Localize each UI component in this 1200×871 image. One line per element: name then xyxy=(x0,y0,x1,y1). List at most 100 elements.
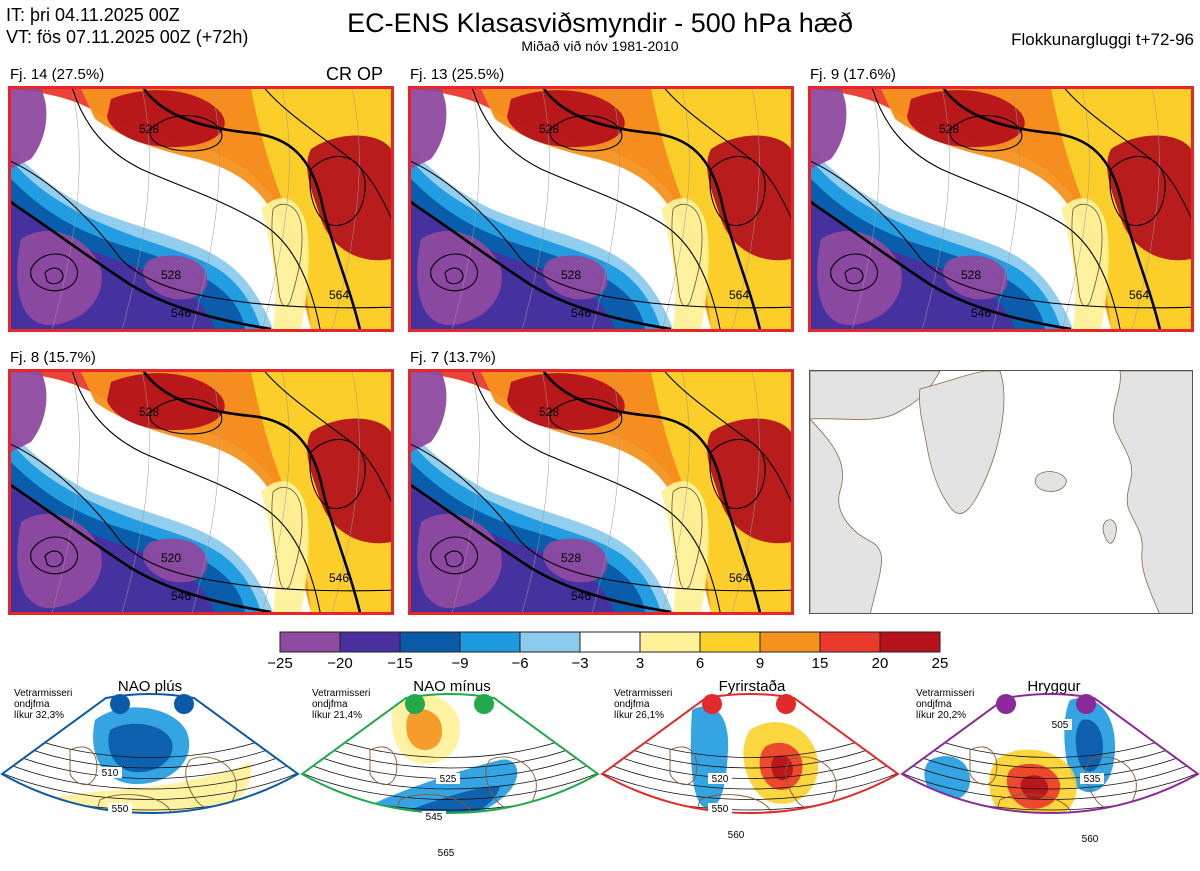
colorbar-tick: 3 xyxy=(635,655,645,672)
cluster-3-label: Fj. 9 (17.6%) xyxy=(810,66,896,83)
cluster-map-3: 528 528 546 564 xyxy=(808,86,1194,332)
graticule-line xyxy=(192,372,220,612)
height-contour xyxy=(811,160,1191,309)
anomaly-area xyxy=(143,255,208,300)
regime-anomaly xyxy=(1075,719,1103,772)
regime-3-name: Fyrirstaða xyxy=(718,678,786,695)
regime-note-line: Vetrarmisseri xyxy=(614,688,673,699)
graticule-line xyxy=(192,89,220,329)
height-contour xyxy=(472,372,721,612)
regime-contour xyxy=(602,767,898,800)
height-contour xyxy=(430,536,478,575)
regime-note-line: Vetrarmisseri xyxy=(312,688,371,699)
colorbar-tick: 15 xyxy=(811,655,829,672)
height-contour xyxy=(30,253,78,292)
regime-anomaly xyxy=(1020,775,1048,800)
anomaly-area xyxy=(143,538,208,583)
graticule-line xyxy=(592,89,620,329)
graticule-line xyxy=(332,89,360,329)
regime-note-line: líkur 26,1% xyxy=(614,710,665,721)
colorbar-tick: 25 xyxy=(931,655,949,672)
colorbar-cell xyxy=(399,631,461,653)
regime-contour xyxy=(600,828,900,852)
contour-label: 528 xyxy=(539,405,559,419)
coastline xyxy=(271,486,303,590)
regime-1-name: NAO plús xyxy=(117,678,183,695)
colorbar-cell xyxy=(339,631,401,653)
height-contour xyxy=(542,89,762,329)
height-contour xyxy=(11,483,272,612)
regime-contour xyxy=(0,816,300,842)
regime-note-line: ondjfma xyxy=(312,699,348,710)
regime-anomaly xyxy=(408,786,500,814)
cluster-map-5: 528 528 546 564 xyxy=(408,369,794,615)
init-time: IT: þri 04.11.2025 00Z xyxy=(6,5,180,25)
height-contour xyxy=(72,89,321,329)
regime-contour xyxy=(302,755,598,790)
colorbar-cell xyxy=(759,631,821,653)
contour-label-bg xyxy=(108,803,132,814)
regime-marker-dot xyxy=(110,694,130,714)
colorbar-cell xyxy=(639,631,701,653)
graticule-line xyxy=(522,372,550,612)
page-subtitle: Miðað við nóv 1981-2010 xyxy=(521,38,679,54)
height-contour xyxy=(549,398,623,435)
regime-contour-label: 535 xyxy=(1084,774,1101,785)
anomaly-area xyxy=(811,89,847,169)
graticule-line xyxy=(52,372,80,612)
regime-1-note: Vetrarmisseri ondjfma líkur 32,3% xyxy=(14,688,72,721)
anomaly-area xyxy=(417,230,502,325)
contour-label-bg xyxy=(708,773,732,784)
height-contour xyxy=(142,372,362,612)
contour-label: 520 xyxy=(161,551,181,565)
graticule-line xyxy=(52,89,80,329)
graticule-line xyxy=(522,89,550,329)
height-contour xyxy=(44,267,64,285)
anomaly-area xyxy=(817,230,902,325)
height-contour xyxy=(472,89,721,329)
regime-border xyxy=(300,693,600,815)
height-contour xyxy=(411,483,672,612)
height-contour xyxy=(11,443,391,592)
regime-contour-label: 550 xyxy=(712,804,729,815)
height-contour xyxy=(44,550,64,568)
anomaly-area xyxy=(543,255,608,300)
regime-marker-dot xyxy=(174,694,194,714)
anomaly-area xyxy=(107,90,225,148)
cluster-4-label: Fj. 8 (15.7%) xyxy=(10,349,96,366)
cluster-map-4: 528 520 546 546 xyxy=(8,369,394,615)
contour-label-bg xyxy=(724,829,748,840)
cluster-1-label: Fj. 14 (27.5%) xyxy=(10,66,105,83)
height-contour xyxy=(1109,155,1166,227)
contour-label: 546 xyxy=(571,589,591,603)
regime-contour xyxy=(900,840,1200,863)
regime-marker-dot xyxy=(405,694,425,714)
regime-contour-label: 565 xyxy=(438,848,455,859)
colorbar-tick: 9 xyxy=(755,655,765,672)
anomaly-area xyxy=(11,89,47,169)
height-contour xyxy=(11,160,391,309)
height-contour xyxy=(72,372,321,612)
contour-label-bg xyxy=(436,773,460,784)
anomaly-area xyxy=(417,513,502,608)
graticule-line xyxy=(732,372,760,612)
regime-contour xyxy=(2,743,298,779)
regime-border xyxy=(900,693,1200,815)
anomaly-colorbar xyxy=(279,631,941,653)
regime-border xyxy=(0,693,300,815)
coastline xyxy=(671,203,703,307)
colorbar-tick: −6 xyxy=(511,655,529,672)
height-contour xyxy=(542,372,762,612)
cluster-5-label: Fj. 7 (13.7%) xyxy=(410,349,496,366)
contour-label-bg xyxy=(422,811,446,822)
contour-label: 528 xyxy=(961,268,981,282)
graticule-line xyxy=(992,89,1020,329)
graticule-line xyxy=(452,372,480,612)
height-contour xyxy=(709,438,766,510)
regime-contour-label: 550 xyxy=(112,804,129,815)
colorbar-tick: −9 xyxy=(451,655,469,672)
colorbar-cell xyxy=(819,631,881,653)
regime-marker-dot xyxy=(776,694,796,714)
regime-note-line: Vetrarmisseri xyxy=(14,688,73,699)
anomaly-area xyxy=(507,90,625,148)
